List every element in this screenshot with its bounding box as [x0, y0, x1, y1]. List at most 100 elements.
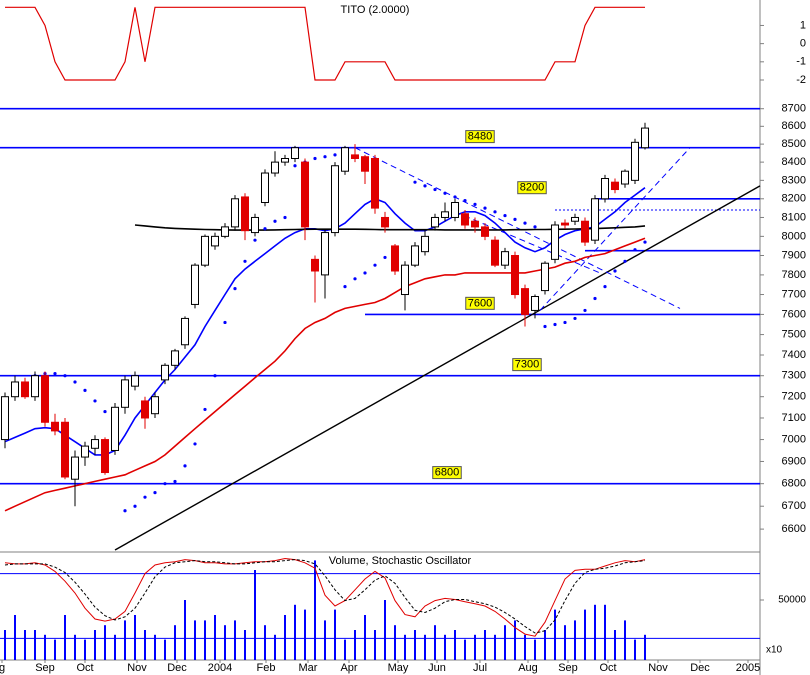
y-tick-label: 7000	[782, 433, 806, 445]
candle-body	[341, 147, 349, 172]
sar-dot	[363, 271, 367, 275]
volume-bar	[24, 630, 26, 660]
volume-bar	[404, 634, 406, 660]
candle-body	[1, 396, 9, 441]
sar-dot	[343, 285, 347, 289]
x-tick-label: Dec	[167, 662, 187, 674]
volume-bar	[84, 639, 86, 660]
volume-bar	[44, 634, 46, 660]
sar-dot	[133, 504, 137, 508]
candle-body	[471, 220, 479, 228]
y-tick-label: 1	[800, 19, 806, 31]
y-tick-label: 6900	[782, 455, 806, 467]
sar-dot	[593, 296, 597, 301]
candle-body	[151, 396, 159, 415]
candle-body	[251, 216, 259, 234]
candle-body	[501, 251, 509, 266]
candle-body	[51, 421, 59, 432]
candle-body	[631, 141, 639, 181]
y-tick-label: 7500	[782, 328, 806, 340]
volume-bar	[224, 625, 226, 660]
volume-bar	[364, 615, 366, 660]
sar-dot	[633, 248, 637, 252]
stochastic-line	[4, 559, 646, 634]
candle-body	[481, 226, 489, 237]
y-tick-label: 8100	[782, 211, 806, 223]
volume-bar	[604, 604, 606, 660]
volume-bar	[374, 630, 376, 660]
candle-body	[441, 211, 449, 218]
candle-body	[641, 127, 649, 149]
volume-bar	[634, 639, 636, 660]
sar-dot	[353, 277, 357, 281]
volume-bar	[34, 630, 36, 660]
volume-bar	[564, 625, 566, 660]
volume-bar	[274, 634, 276, 660]
candle-body	[531, 296, 539, 311]
sar-dot	[273, 219, 277, 223]
level-label: 7600	[468, 297, 492, 309]
candle-body	[491, 239, 499, 266]
trendline	[354, 147, 681, 309]
candle-body	[371, 158, 379, 209]
sar-dot	[93, 399, 97, 403]
level-label-box	[512, 358, 542, 372]
volume-bar	[154, 634, 156, 660]
y-tick-label: 7800	[782, 269, 806, 281]
volume-bar	[344, 639, 346, 660]
moving-average	[134, 224, 646, 231]
trendline	[114, 185, 761, 551]
sar-dot	[143, 495, 147, 499]
y-tick-label: 7900	[782, 249, 806, 261]
sar-dot	[383, 255, 387, 260]
candle-body	[381, 216, 389, 228]
volume-bar	[424, 634, 426, 660]
sar-dot	[193, 442, 197, 446]
sar-dot	[53, 372, 57, 376]
candle-body	[41, 375, 49, 423]
candle-body	[131, 375, 139, 387]
sar-dot	[443, 191, 447, 195]
volume-bar	[584, 609, 586, 660]
x-tick-label: Jul	[473, 662, 487, 674]
y-tick-label: 7200	[782, 391, 806, 403]
sar-dot	[463, 199, 467, 203]
volume-bar	[464, 639, 466, 660]
level-label: 8200	[520, 182, 544, 194]
volume-bar	[454, 630, 456, 660]
volume-bar	[94, 630, 96, 660]
candle-body	[91, 439, 99, 449]
volume-bar	[114, 634, 116, 660]
volume-bar	[644, 634, 646, 660]
y-tick-label: 7700	[782, 288, 806, 300]
y-tick-label: 8600	[782, 120, 806, 132]
x-tick-label: Jun	[428, 662, 446, 674]
candle-body	[171, 350, 179, 366]
sar-dot	[433, 187, 437, 192]
sar-dot	[103, 409, 107, 414]
x-tick-label: 2004	[208, 662, 232, 674]
sar-dot	[573, 316, 577, 321]
candle-body	[121, 379, 129, 408]
candle-body	[541, 262, 549, 292]
sar-dot	[503, 213, 507, 218]
volume-bar	[4, 630, 6, 660]
candle-body	[301, 161, 309, 228]
candle-body	[271, 161, 279, 174]
volume-bar	[384, 600, 386, 660]
sar-dot	[533, 225, 537, 229]
y-tick-label: 50000	[778, 595, 806, 606]
candle-body	[331, 165, 339, 234]
y-tick-label: -1	[796, 56, 806, 68]
x-tick-label: Oct	[76, 662, 93, 674]
volume-bar	[504, 625, 506, 660]
candle-body	[101, 439, 109, 474]
y-tick-label: 7600	[782, 308, 806, 320]
candle-body	[241, 196, 249, 232]
x-tick-label: g	[0, 662, 5, 674]
sar-dot	[543, 324, 547, 329]
candle-body	[201, 235, 209, 266]
candle-body	[411, 245, 419, 266]
volume-bar	[214, 615, 216, 660]
indicator-title: TITO (2.0000)	[341, 4, 410, 16]
